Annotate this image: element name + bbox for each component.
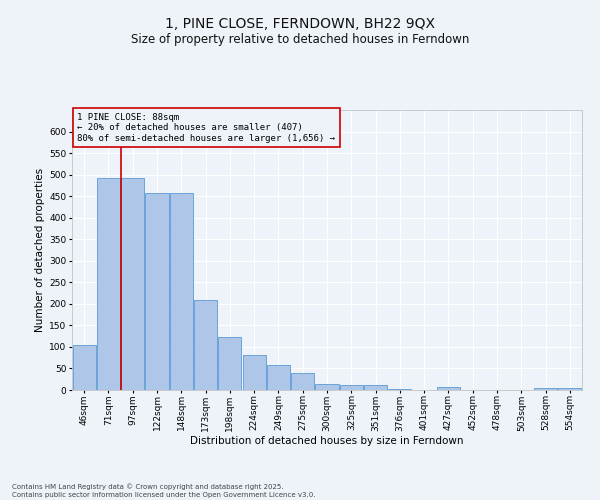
X-axis label: Distribution of detached houses by size in Ferndown: Distribution of detached houses by size … — [190, 436, 464, 446]
Y-axis label: Number of detached properties: Number of detached properties — [35, 168, 45, 332]
Bar — [388, 389, 412, 390]
Text: 1 PINE CLOSE: 88sqm
← 20% of detached houses are smaller (407)
80% of semi-detac: 1 PINE CLOSE: 88sqm ← 20% of detached ho… — [77, 113, 335, 142]
Bar — [145, 192, 169, 390]
Bar — [437, 388, 460, 390]
Bar — [242, 354, 266, 390]
Bar — [170, 192, 193, 390]
Bar — [267, 365, 290, 390]
Bar — [534, 388, 557, 390]
Bar — [121, 178, 144, 390]
Bar — [194, 300, 217, 390]
Bar — [364, 385, 387, 390]
Bar — [340, 385, 363, 390]
Bar — [97, 178, 120, 390]
Bar — [73, 345, 95, 390]
Bar — [559, 388, 581, 390]
Bar — [218, 338, 241, 390]
Bar — [291, 373, 314, 390]
Text: 1, PINE CLOSE, FERNDOWN, BH22 9QX: 1, PINE CLOSE, FERNDOWN, BH22 9QX — [165, 18, 435, 32]
Bar — [316, 384, 338, 390]
Text: Contains HM Land Registry data © Crown copyright and database right 2025.
Contai: Contains HM Land Registry data © Crown c… — [12, 484, 316, 498]
Text: Size of property relative to detached houses in Ferndown: Size of property relative to detached ho… — [131, 32, 469, 46]
